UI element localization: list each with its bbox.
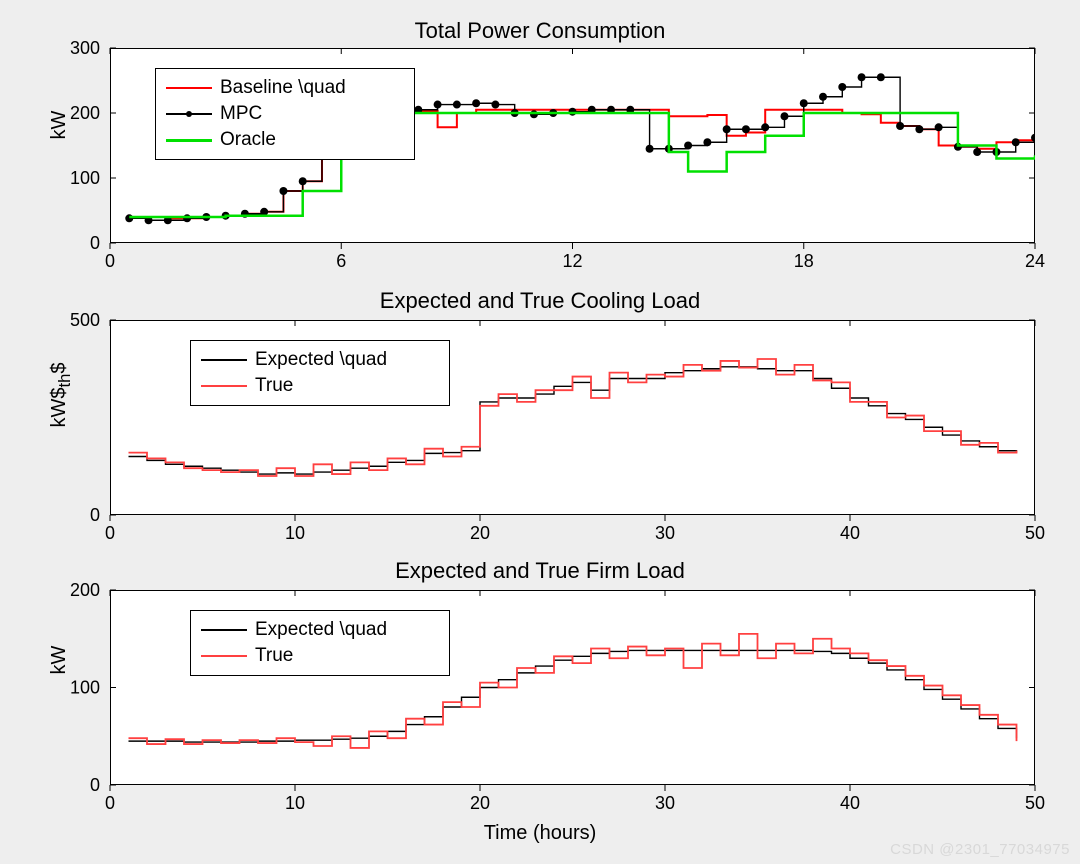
legend-swatch-true3	[201, 655, 247, 657]
svg-text:12: 12	[562, 251, 582, 271]
legend-item-true2: True	[201, 373, 439, 399]
legend-label-expected2: Expected \quad	[255, 349, 387, 371]
legend-swatch-true2	[201, 385, 247, 387]
svg-text:0: 0	[90, 233, 100, 253]
svg-text:10: 10	[285, 793, 305, 813]
svg-text:30: 30	[655, 523, 675, 543]
svg-text:10: 10	[285, 523, 305, 543]
panel1-title: Total Power Consumption	[0, 18, 1080, 44]
legend-swatch-expected3	[201, 629, 247, 631]
legend-label-true2: True	[255, 375, 293, 397]
panel1-legend: Baseline \quad MPC Oracle	[155, 68, 415, 160]
svg-text:0: 0	[105, 523, 115, 543]
legend-label-mpc: MPC	[220, 103, 262, 125]
legend-label-true3: True	[255, 645, 293, 667]
panel2-legend: Expected \quad True	[190, 340, 450, 406]
legend-label-expected3: Expected \quad	[255, 619, 387, 641]
svg-text:40: 40	[840, 793, 860, 813]
svg-text:6: 6	[336, 251, 346, 271]
legend-item-true3: True	[201, 643, 439, 669]
svg-text:40: 40	[840, 523, 860, 543]
svg-text:0: 0	[90, 505, 100, 525]
panel3-title: Expected and True Firm Load	[0, 558, 1080, 584]
panel3-legend: Expected \quad True	[190, 610, 450, 676]
svg-text:0: 0	[90, 775, 100, 795]
legend-item-baseline: Baseline \quad	[166, 75, 404, 101]
panel2-ylabel: kW$th$	[48, 335, 75, 455]
legend-swatch-oracle	[166, 139, 212, 142]
legend-item-mpc: MPC	[166, 101, 404, 127]
svg-text:20: 20	[470, 793, 490, 813]
panel2-title: Expected and True Cooling Load	[0, 288, 1080, 314]
svg-text:0: 0	[105, 793, 115, 813]
svg-text:20: 20	[470, 523, 490, 543]
panel1-ylabel: kW	[48, 75, 71, 175]
legend-swatch-mpc	[166, 113, 212, 115]
legend-item-expected2: Expected \quad	[201, 347, 439, 373]
figure-root: Total Power Consumption kW 0612182401002…	[0, 0, 1080, 864]
watermark: CSDN @2301_77034975	[890, 841, 1070, 858]
legend-item-oracle: Oracle	[166, 127, 404, 153]
legend-item-expected3: Expected \quad	[201, 617, 439, 643]
svg-text:24: 24	[1025, 251, 1045, 271]
legend-swatch-expected2	[201, 359, 247, 361]
svg-text:0: 0	[105, 251, 115, 271]
svg-text:18: 18	[794, 251, 814, 271]
legend-label-baseline: Baseline \quad	[220, 77, 346, 99]
svg-text:100: 100	[70, 168, 100, 188]
legend-swatch-baseline	[166, 87, 212, 89]
svg-text:30: 30	[655, 793, 675, 813]
panel2-ylabel-text: kW$th$	[48, 362, 70, 427]
svg-text:50: 50	[1025, 793, 1045, 813]
svg-text:200: 200	[70, 103, 100, 123]
svg-text:100: 100	[70, 678, 100, 698]
panel3-ylabel: kW	[48, 610, 71, 710]
legend-label-oracle: Oracle	[220, 129, 276, 151]
svg-text:50: 50	[1025, 523, 1045, 543]
